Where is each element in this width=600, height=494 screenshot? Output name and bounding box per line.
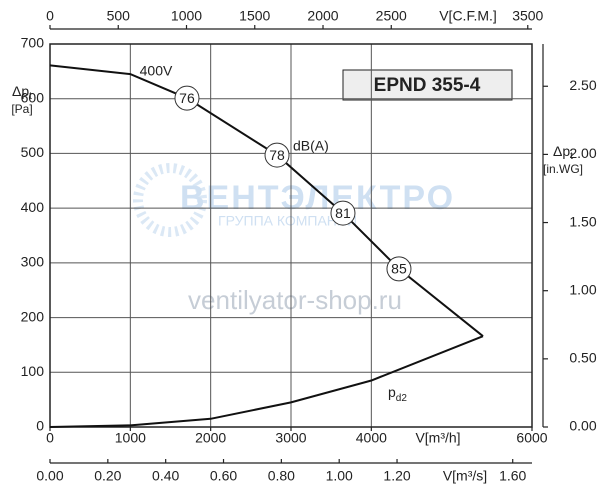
y-axis-label: Δpt — [12, 83, 32, 102]
chart-title: EPND 355-4 — [374, 75, 481, 96]
y-axis-label-sub: t — [29, 91, 32, 102]
top-axis-label: V[C.F.M.] — [439, 8, 497, 24]
y2-axis-label-unit: [in.WG] — [543, 162, 583, 176]
bottom-tick-label: 0.60 — [210, 468, 237, 484]
y2-tick-label: 1.00 — [569, 281, 596, 297]
watermark-group: ГРУППА КОМПАНИЙ — [218, 212, 357, 229]
y2-tick-label: 0.00 — [569, 418, 596, 434]
y-tick-label: 700 — [21, 35, 45, 51]
bottom-tick-label: 1.60 — [499, 468, 526, 484]
x-tick-label: 6000 — [516, 430, 547, 446]
noise-label: 85 — [391, 261, 407, 277]
x-tick-label: 3000 — [275, 430, 306, 446]
x-tick-label: 4000 — [356, 430, 387, 446]
y2-axis-label-sub: t — [570, 151, 573, 162]
noise-label: dB(A) — [293, 138, 329, 154]
top-tick-label: 3500 — [512, 8, 543, 24]
y2-axis-label-main: Δp — [553, 143, 570, 159]
y2-axis-label: Δpt — [553, 143, 573, 162]
bottom-tick-label: 1.20 — [383, 468, 410, 484]
plot-frame — [49, 43, 533, 428]
y2-tick-label: 2.50 — [569, 77, 596, 93]
series-line — [49, 335, 484, 428]
x-tick-label: 0 — [46, 430, 54, 446]
y2-tick-label: 2.00 — [569, 145, 596, 161]
top-tick-label: 1500 — [239, 8, 270, 24]
bottom-tick-label: 0.20 — [94, 468, 121, 484]
series-label: 400V — [140, 63, 173, 79]
noise-marker — [174, 85, 200, 111]
y2-tick-label: 1.50 — [569, 213, 596, 229]
y-axis-label-unit: [Pa] — [11, 102, 32, 116]
watermark-site: ventilyator-shop.ru — [188, 285, 402, 315]
x-axis-label: V[m³/h] — [415, 430, 460, 446]
y-tick-label: 300 — [21, 254, 45, 270]
bottom-tick-label: 0.80 — [268, 468, 295, 484]
y-axis-label-main: Δp — [12, 83, 29, 99]
y-tick-label: 600 — [21, 89, 45, 105]
noise-marker — [330, 200, 356, 226]
top-tick-label: 500 — [107, 8, 131, 24]
bottom-tick-label: 0.00 — [36, 468, 63, 484]
noise-label: 76 — [179, 90, 195, 106]
noise-label: 78 — [269, 147, 285, 163]
y-tick-label: 500 — [21, 144, 45, 160]
y-tick-label: 400 — [21, 199, 45, 215]
top-tick-label: 1000 — [171, 8, 202, 24]
top-tick-label: 2000 — [307, 8, 338, 24]
bottom-tick-label: 0.40 — [152, 468, 179, 484]
noise-marker — [386, 256, 412, 282]
series-label: pd2 — [388, 384, 407, 404]
watermark-brand: ВЕНТЭЛЕКТРО — [180, 179, 455, 217]
y-tick-label: 0 — [36, 418, 44, 434]
top-tick-label: 0 — [46, 8, 54, 24]
bottom-tick-label: 1.00 — [326, 468, 353, 484]
bottom-axis-label: V[m³/s] — [443, 468, 487, 484]
noise-label: 81 — [335, 205, 351, 221]
top-tick-label: 2500 — [376, 8, 407, 24]
x-tick-label: 1000 — [115, 430, 146, 446]
noise-marker — [264, 142, 290, 168]
series-label-main: p — [388, 384, 396, 400]
y-tick-label: 100 — [21, 363, 45, 379]
watermark: ВЕНТЭЛЕКТРО ГРУППА КОМПАНИЙ ventilyator-… — [133, 163, 455, 315]
watermark-logo — [133, 163, 207, 237]
series-label-sub: d2 — [396, 393, 408, 404]
x-tick-label: 2000 — [195, 430, 226, 446]
y-tick-label: 200 — [21, 308, 45, 324]
y2-tick-label: 0.50 — [569, 350, 596, 366]
